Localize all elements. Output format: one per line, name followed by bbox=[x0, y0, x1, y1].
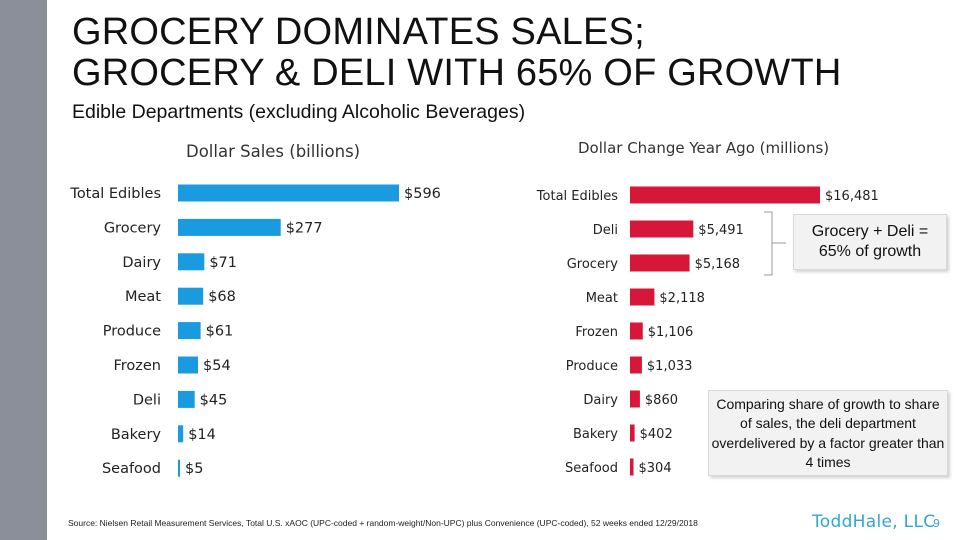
left-chart-bar bbox=[178, 218, 281, 236]
left-chart-title: Dollar Sales (billions) bbox=[186, 142, 361, 161]
right-chart-bar bbox=[630, 220, 694, 238]
left-chart-bar bbox=[178, 253, 205, 271]
right-chart-value-label: $402 bbox=[640, 427, 673, 442]
left-bar-chart: Total Edibles $596 Grocery $277 Dairy $71 Meat… bbox=[69, 184, 441, 477]
right-chart-value-label: $2,118 bbox=[659, 291, 705, 306]
left-chart-bar bbox=[178, 287, 204, 305]
growth-callout: Grocery + Deli = 65% of growth bbox=[793, 214, 947, 270]
compare-callout: Comparing share of growth to share of sa… bbox=[708, 390, 948, 476]
right-chart-category-label: Produce bbox=[566, 359, 618, 374]
left-chart-value-label: $45 bbox=[200, 392, 228, 408]
right-chart-category-label: Grocery bbox=[567, 257, 619, 272]
left-chart-value-label: $14 bbox=[188, 427, 216, 443]
title-line-2: GROCERY & DELI WITH 65% OF GROWTH bbox=[72, 52, 842, 94]
left-chart-bar bbox=[178, 459, 180, 477]
right-chart-bar bbox=[630, 390, 640, 408]
right-chart-bar bbox=[630, 458, 634, 476]
left-chart-category-label: Produce bbox=[103, 324, 161, 340]
right-chart-bar bbox=[630, 424, 635, 442]
left-chart-value-label: $277 bbox=[286, 220, 323, 236]
right-chart-category-label: Frozen bbox=[575, 325, 618, 340]
left-chart-bar bbox=[178, 322, 201, 340]
right-chart-value-label: $5,491 bbox=[698, 223, 744, 238]
left-chart-category-label: Bakery bbox=[111, 427, 162, 443]
right-chart-category-label: Meat bbox=[586, 291, 618, 306]
left-chart-value-label: $5 bbox=[185, 461, 203, 477]
slide-title: GROCERY DOMINATES SALES; GROCERY & DELI … bbox=[72, 12, 932, 94]
left-chart-value-label: $54 bbox=[203, 358, 231, 374]
left-chart-category-label: Seafood bbox=[102, 461, 161, 477]
right-chart-value-label: $304 bbox=[639, 461, 672, 476]
right-chart-value-label: $16,481 bbox=[825, 189, 879, 204]
left-chart-value-label: $61 bbox=[206, 324, 234, 340]
slide-subtitle: Edible Departments (excluding Alcoholic … bbox=[72, 101, 526, 123]
title-line-1: GROCERY DOMINATES SALES; bbox=[72, 11, 645, 53]
right-chart-bar bbox=[630, 288, 655, 306]
left-chart-category-label: Dairy bbox=[122, 255, 161, 271]
right-chart-category-label: Deli bbox=[593, 223, 618, 238]
right-chart-value-label: $5,168 bbox=[695, 257, 741, 272]
page-number: 9 bbox=[933, 517, 940, 530]
left-chart-category-label: Meat bbox=[125, 289, 161, 305]
left-chart-value-label: $71 bbox=[209, 255, 237, 271]
company-logo: ToddHale, LLC bbox=[812, 512, 936, 532]
left-chart-value-label: $68 bbox=[208, 289, 236, 305]
left-chart-category-label: Frozen bbox=[113, 358, 161, 374]
side-band bbox=[0, 0, 47, 540]
right-chart-bar bbox=[630, 322, 643, 340]
right-chart-title: Dollar Change Year Ago (millions) bbox=[578, 139, 830, 157]
right-chart-bar bbox=[630, 356, 642, 374]
left-chart-bar bbox=[178, 425, 184, 443]
right-bar-chart: Total Edibles $16,481 Deli $5,491 Grocery $5,… bbox=[536, 186, 879, 476]
left-chart-value-label: $596 bbox=[404, 186, 441, 202]
left-chart-bar bbox=[178, 390, 195, 408]
right-chart-value-label: $1,106 bbox=[648, 325, 694, 340]
left-chart-bar bbox=[178, 184, 399, 202]
left-chart-category-label: Grocery bbox=[104, 220, 162, 236]
source-note: Source: Nielsen Retail Measurement Servi… bbox=[68, 518, 698, 528]
right-chart-value-label: $1,033 bbox=[647, 359, 693, 374]
left-chart-category-label: Deli bbox=[133, 392, 161, 408]
left-chart-category-label: Total Edibles bbox=[69, 186, 161, 202]
right-chart-bar bbox=[630, 186, 820, 204]
right-chart-category-label: Seafood bbox=[565, 461, 618, 476]
right-chart-bar bbox=[630, 254, 690, 272]
left-chart-bar bbox=[178, 356, 199, 374]
right-chart-category-label: Bakery bbox=[573, 427, 618, 442]
growth-bracket bbox=[764, 211, 786, 276]
right-chart-category-label: Dairy bbox=[583, 393, 618, 408]
right-chart-value-label: $860 bbox=[645, 393, 678, 408]
right-chart-category-label: Total Edibles bbox=[536, 189, 618, 204]
